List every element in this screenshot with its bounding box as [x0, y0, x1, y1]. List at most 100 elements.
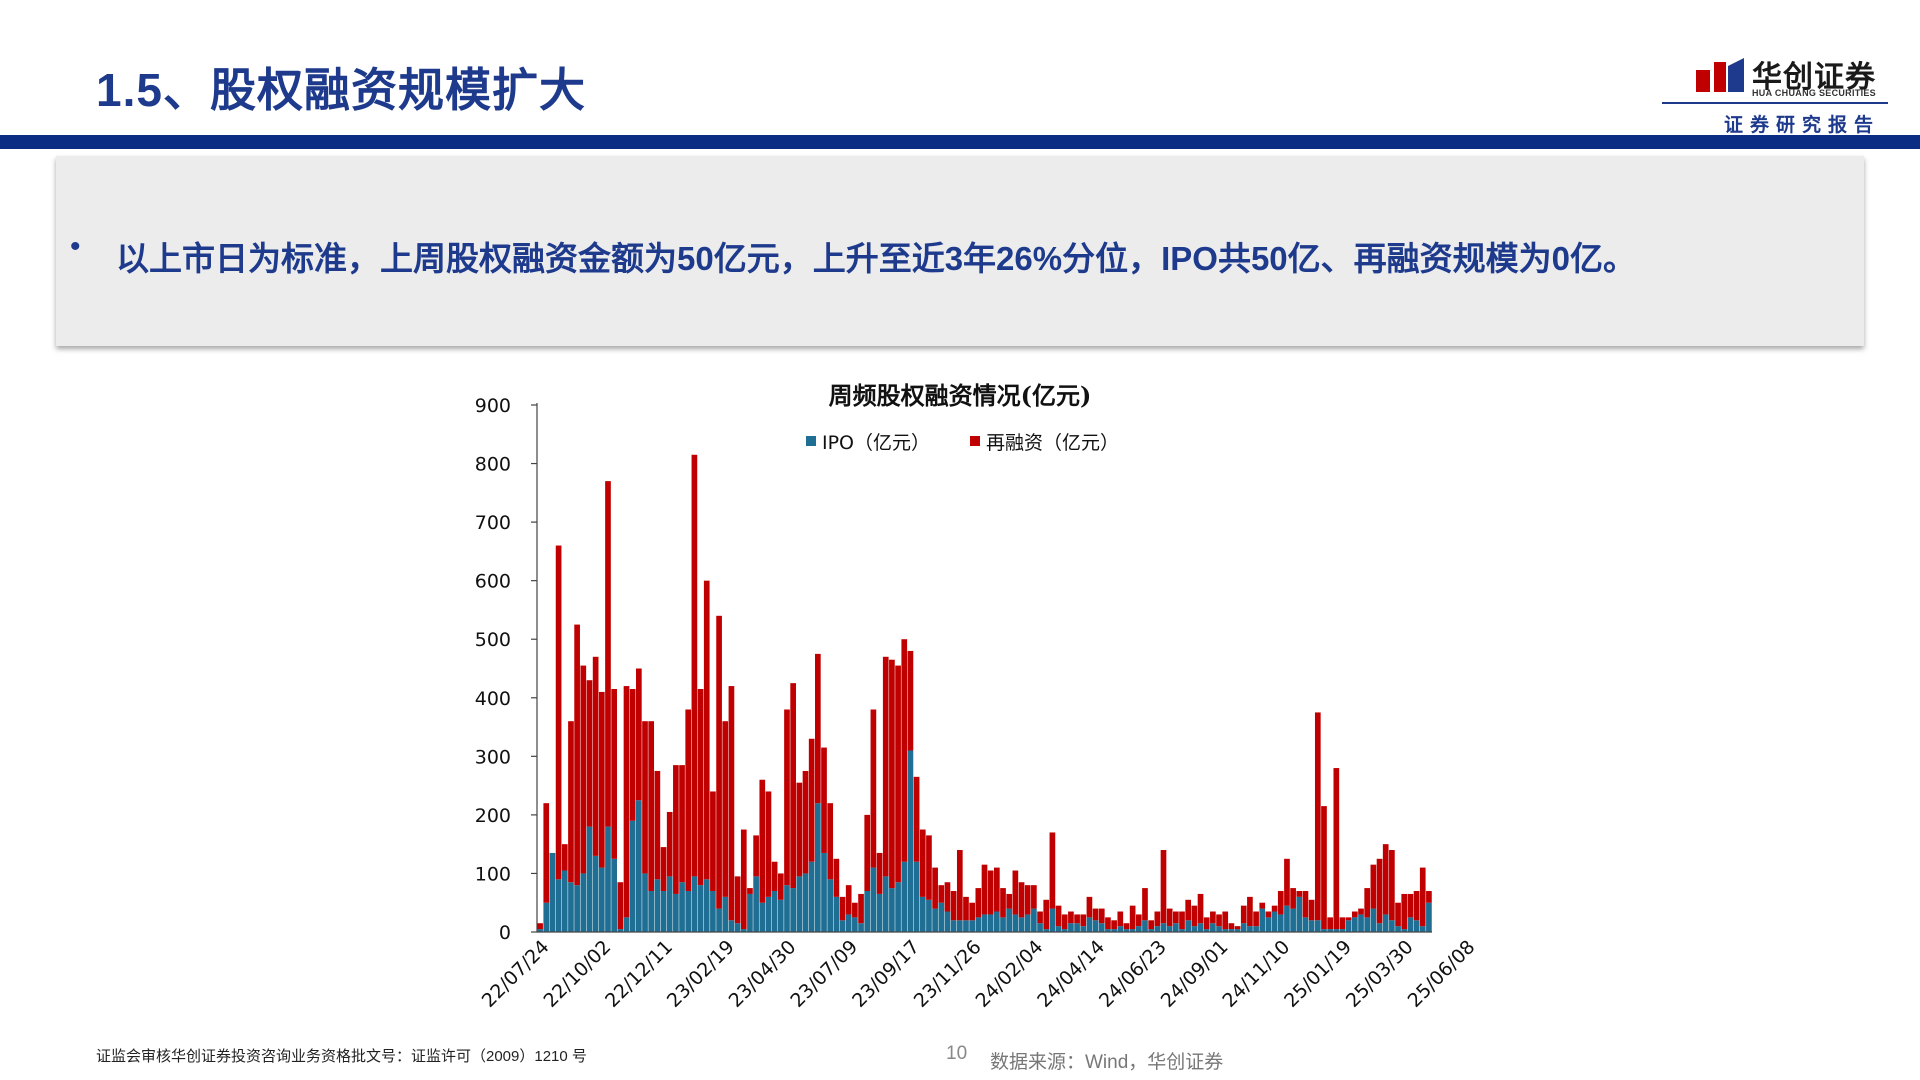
ipo-bar — [629, 820, 636, 932]
refinancing-bar — [932, 867, 938, 909]
refinancing-bar — [969, 902, 975, 921]
ipo-bar — [1302, 917, 1309, 932]
refinancing-bar — [1092, 908, 1099, 921]
refinancing-bar — [1055, 905, 1062, 927]
ipo-bar — [574, 885, 580, 932]
refinancing-bar — [561, 844, 568, 871]
summary-callout: • 以上市日为标准，上周股权融资金额为50亿元，上升至近3年26%分位，IPO共… — [56, 156, 1864, 346]
ipo-bar — [1068, 923, 1074, 932]
refinancing-bar — [1160, 850, 1167, 924]
refinancing-bar — [1135, 914, 1142, 927]
ipo-bar — [648, 891, 655, 932]
refinancing-bar — [815, 653, 821, 804]
refinancing-bar — [870, 709, 877, 868]
summary-text: 以上市日为标准，上周股权融资金额为50亿元，上升至近3年26%分位，IPO共50… — [116, 240, 1637, 277]
refinancing-bar — [753, 835, 759, 877]
refinancing-bar — [1247, 896, 1253, 927]
ipo-bar — [1358, 914, 1364, 932]
y-tick-label: 300 — [475, 746, 511, 768]
refinancing-bar — [889, 659, 895, 889]
ipo-bar — [1419, 926, 1426, 932]
ipo-bar — [845, 914, 852, 932]
refinancing-bar — [740, 829, 747, 930]
ipo-bar — [876, 893, 883, 932]
refinancing-bar — [987, 870, 994, 915]
ipo-bar — [1166, 926, 1173, 932]
refinancing-bar — [1000, 888, 1006, 918]
ipo-bar — [1173, 923, 1179, 932]
ipo-bar — [1160, 923, 1167, 932]
ipo-bar — [1352, 917, 1358, 932]
refinancing-bar — [1395, 902, 1401, 927]
ipo-bar — [1314, 920, 1321, 932]
refinancing-bar — [673, 765, 679, 894]
ipo-bar — [592, 855, 599, 932]
ipo-bar — [747, 893, 753, 932]
refinancing-bar — [592, 656, 599, 856]
refinancing-bar — [660, 847, 667, 892]
refinancing-bar — [1197, 893, 1204, 924]
refinancing-bar — [666, 811, 673, 877]
refinancing-bar — [1358, 908, 1364, 915]
refinancing-bar — [1234, 926, 1241, 930]
ipo-bar — [1228, 929, 1235, 932]
ipo-bar — [1370, 908, 1377, 932]
refinancing-bar — [1339, 917, 1346, 930]
ipo-bar — [1284, 905, 1290, 932]
refinancing-bar — [568, 721, 574, 883]
refinancing-bar — [1142, 888, 1148, 921]
logo-en-text: HUA CHUANG SECURITIES — [1752, 88, 1876, 98]
refinancing-bar — [882, 656, 889, 877]
ipo-bar — [666, 876, 673, 932]
license-note: 证监会审核华创证券投资咨询业务资格批文号：证监许可（2009）1210 号 — [96, 1048, 587, 1065]
ipo-bar — [685, 891, 692, 932]
refinancing-bar — [994, 867, 1000, 912]
ipo-bar — [1259, 908, 1266, 932]
ipo-bar — [1271, 911, 1278, 932]
ipo-bar — [1345, 920, 1352, 932]
chart-title: 周频股权融资情况(亿元) — [829, 381, 1092, 410]
refinancing-bar — [1129, 905, 1136, 930]
ipo-bar — [870, 867, 877, 932]
ipo-bar — [858, 923, 864, 932]
refinancing-bar — [722, 721, 729, 897]
ipo-bar — [808, 861, 815, 932]
refinancing-bar — [728, 686, 735, 921]
ipo-bar — [1210, 923, 1216, 932]
ipo-bar — [1049, 908, 1056, 932]
ipo-bar — [956, 920, 963, 932]
refinancing-bar — [1068, 911, 1074, 924]
ipo-bar — [636, 800, 642, 932]
company-logo: 华创证券 HUA CHUANG SECURITIES 证券研究报告 — [1662, 52, 1892, 152]
ipo-bar — [1216, 926, 1222, 932]
ipo-bar — [605, 826, 611, 932]
ipo-bar — [1389, 920, 1395, 932]
refinancing-bar — [734, 876, 741, 924]
ipo-bar — [1098, 923, 1105, 932]
refinancing-bar — [642, 721, 648, 874]
ipo-bar — [895, 882, 901, 932]
refinancing-bar — [629, 688, 636, 821]
ipo-bar — [1080, 926, 1087, 932]
refinancing-bar — [839, 896, 846, 921]
ipo-bar — [1191, 926, 1198, 932]
refinancing-bar — [1277, 891, 1284, 915]
legend-refinancing-label: 再融资（亿元） — [986, 432, 1119, 454]
refinancing-bar — [586, 680, 593, 827]
ipo-bar — [944, 911, 951, 932]
ipo-bar — [1290, 908, 1296, 932]
ipo-bar — [1086, 917, 1093, 932]
refinancing-bar — [1210, 911, 1216, 924]
ipo-bar — [611, 858, 617, 932]
ipo-bar — [790, 888, 796, 932]
ipo-bar — [617, 929, 624, 932]
refinancing-bar — [1327, 917, 1333, 930]
refinancing-bar — [858, 893, 864, 924]
refinancing-bar — [1086, 896, 1093, 918]
refinancing-bar — [833, 858, 840, 897]
ipo-bar — [864, 891, 871, 932]
ipo-bar — [1092, 920, 1099, 932]
refinancing-bar — [1333, 768, 1340, 930]
refinancing-bar — [1037, 911, 1043, 924]
